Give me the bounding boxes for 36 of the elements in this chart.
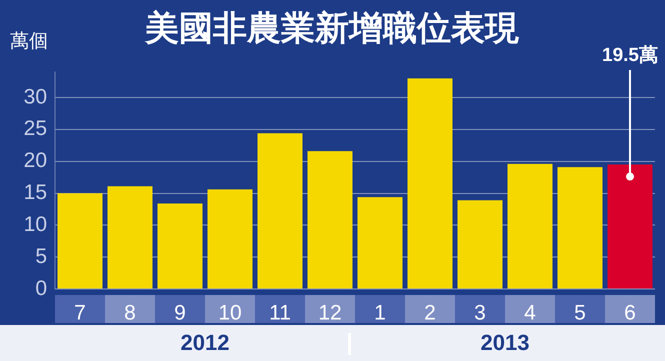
- bar: [258, 133, 302, 288]
- x-tick-label: 9: [174, 301, 186, 324]
- bar: [608, 164, 652, 288]
- x-tick-label: 2: [424, 301, 436, 324]
- bar: [58, 193, 102, 288]
- y-tick-label: 0: [35, 276, 47, 300]
- x-tick-label: 3: [474, 301, 486, 324]
- y-tick-label: 25: [24, 117, 47, 140]
- y-tick-label: 30: [24, 85, 47, 108]
- y-tick-label: 10: [24, 212, 47, 236]
- x-tick-label: 8: [124, 301, 136, 324]
- bar: [108, 186, 152, 288]
- text: 2013: [480, 330, 530, 356]
- bar: [558, 167, 602, 288]
- x-tick-label: 5: [574, 301, 586, 324]
- y-tick-label: 15: [24, 181, 47, 204]
- x-tick-label: 11: [269, 301, 291, 324]
- bar: [358, 197, 402, 288]
- bar: [408, 78, 452, 288]
- x-tick-label: 7: [74, 301, 86, 324]
- y-tick-label: 5: [35, 244, 47, 268]
- x-tick-label: 6: [624, 301, 636, 324]
- bar: [458, 200, 502, 288]
- bar: [208, 189, 252, 288]
- x-tick-label: 10: [218, 301, 242, 324]
- x-tick-label: 12: [318, 301, 342, 324]
- bar: [158, 203, 202, 288]
- text: 2012: [180, 330, 230, 356]
- bar: [508, 164, 552, 288]
- y-axis-title: 萬個: [10, 31, 48, 52]
- x-tick-label: 4: [524, 301, 536, 324]
- chart-title: 美國非農業新增職位表現: [144, 9, 519, 48]
- x-tick-label: 1: [374, 301, 386, 324]
- bar: [308, 151, 352, 288]
- y-tick-label: 20: [24, 149, 47, 172]
- data-label: 19.5萬: [602, 44, 658, 66]
